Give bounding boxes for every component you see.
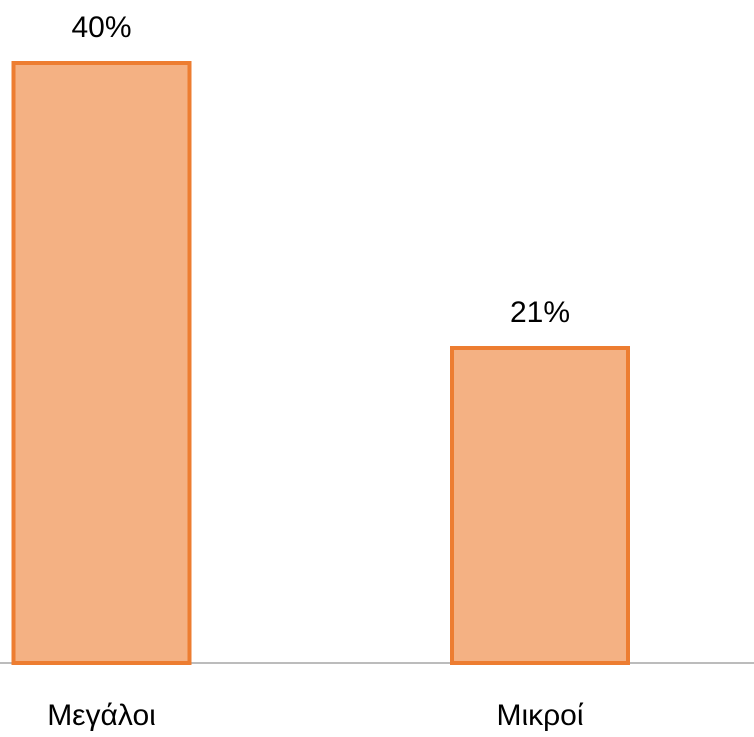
x-tick-label: Μικροί (496, 699, 583, 732)
data-label: 21% (510, 296, 570, 329)
x-tick-label: Μεγάλοι (47, 699, 156, 732)
bar (11, 61, 192, 665)
bar (450, 346, 630, 665)
data-label: 40% (71, 11, 131, 44)
